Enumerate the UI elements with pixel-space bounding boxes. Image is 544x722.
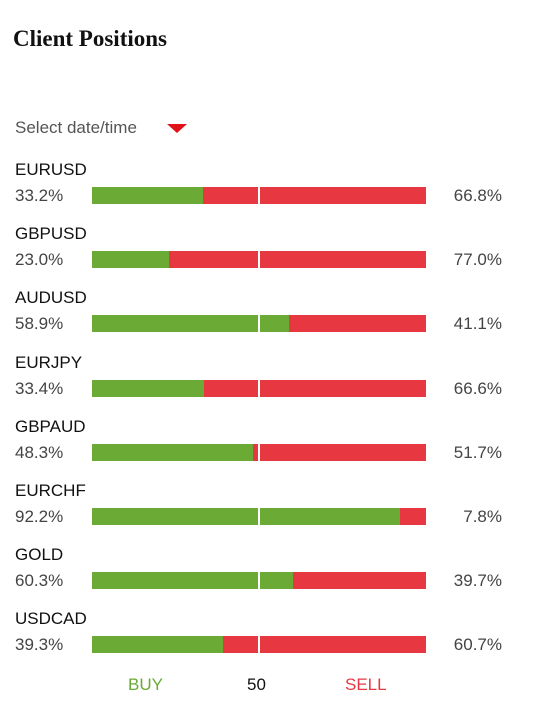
- midline-marker: [258, 251, 260, 268]
- buy-bar-segment: [92, 508, 400, 525]
- buy-bar-segment: [92, 251, 169, 268]
- position-row: EURUSD 33.2% 66.8%: [0, 160, 544, 220]
- sell-percent-label: 41.1%: [453, 314, 502, 333]
- buy-percent-label: 58.9%: [15, 314, 64, 333]
- position-row: EURJPY 33.4% 66.6%: [0, 353, 544, 413]
- sell-bar-segment: [399, 508, 426, 525]
- position-bar: [92, 187, 426, 204]
- buy-percent-label: 33.2%: [15, 186, 64, 205]
- sell-bar-segment: [223, 636, 426, 653]
- position-bar: [92, 572, 426, 589]
- buy-bar-segment: [92, 636, 224, 653]
- symbol-label: EURCHF: [15, 481, 86, 500]
- dropdown-arrow-icon[interactable]: [166, 123, 187, 133]
- buy-bar-segment: [92, 315, 289, 332]
- midline-marker: [258, 315, 260, 332]
- position-row: AUDUSD 58.9% 41.1%: [0, 288, 544, 348]
- date-time-select[interactable]: Select date/time: [15, 117, 187, 139]
- sell-bar-segment: [253, 444, 426, 461]
- legend-buy: BUY: [128, 675, 163, 694]
- position-bar: [92, 636, 426, 653]
- symbol-label: USDCAD: [15, 609, 87, 628]
- sell-percent-label: 60.7%: [453, 635, 502, 654]
- sell-bar-segment: [288, 315, 426, 332]
- position-bar: [92, 508, 426, 525]
- symbol-label: GBPUSD: [15, 224, 87, 243]
- symbol-label: EURUSD: [15, 160, 87, 179]
- sell-bar-segment: [203, 380, 426, 397]
- sell-bar-segment: [168, 251, 426, 268]
- midline-marker: [258, 380, 260, 397]
- symbol-label: GBPAUD: [15, 417, 86, 436]
- midline-marker: [258, 636, 260, 653]
- sell-percent-label: 77.0%: [453, 250, 502, 269]
- page-title: Client Positions: [13, 26, 167, 51]
- symbol-label: GOLD: [15, 545, 64, 564]
- position-bar: [92, 251, 426, 268]
- legend-sell: SELL: [345, 675, 387, 694]
- sell-percent-label: 66.6%: [453, 379, 502, 398]
- midline-marker: [258, 572, 260, 589]
- sell-bar-segment: [202, 187, 426, 204]
- symbol-label: EURJPY: [15, 353, 83, 372]
- sell-percent-label: 39.7%: [453, 571, 502, 590]
- symbol-label: AUDUSD: [15, 288, 87, 307]
- buy-percent-label: 92.2%: [15, 507, 64, 526]
- buy-bar-segment: [92, 572, 294, 589]
- position-row: EURCHF 92.2% 7.8%: [0, 481, 544, 541]
- sell-bar-segment: [293, 572, 426, 589]
- sell-percent-label: 7.8%: [463, 507, 502, 526]
- position-row: GBPAUD 48.3% 51.7%: [0, 417, 544, 477]
- buy-percent-label: 60.3%: [15, 571, 64, 590]
- buy-percent-label: 48.3%: [15, 443, 64, 462]
- position-bar: [92, 380, 426, 397]
- position-row: GOLD 60.3% 39.7%: [0, 545, 544, 605]
- position-bar: [92, 444, 426, 461]
- legend-midpoint: 50: [247, 675, 266, 694]
- buy-bar-segment: [92, 444, 254, 461]
- buy-percent-label: 39.3%: [15, 635, 64, 654]
- buy-percent-label: 33.4%: [15, 379, 64, 398]
- sell-percent-label: 66.8%: [453, 186, 502, 205]
- position-row: GBPUSD 23.0% 77.0%: [0, 224, 544, 284]
- midline-marker: [258, 508, 260, 525]
- buy-bar-segment: [92, 187, 203, 204]
- buy-bar-segment: [92, 380, 204, 397]
- position-row: USDCAD 39.3% 60.7%: [0, 609, 544, 669]
- date-time-select-label: Select date/time: [15, 118, 137, 137]
- position-bar: [92, 315, 426, 332]
- midline-marker: [258, 444, 260, 461]
- buy-percent-label: 23.0%: [15, 250, 64, 269]
- midline-marker: [258, 187, 260, 204]
- sell-percent-label: 51.7%: [453, 443, 502, 462]
